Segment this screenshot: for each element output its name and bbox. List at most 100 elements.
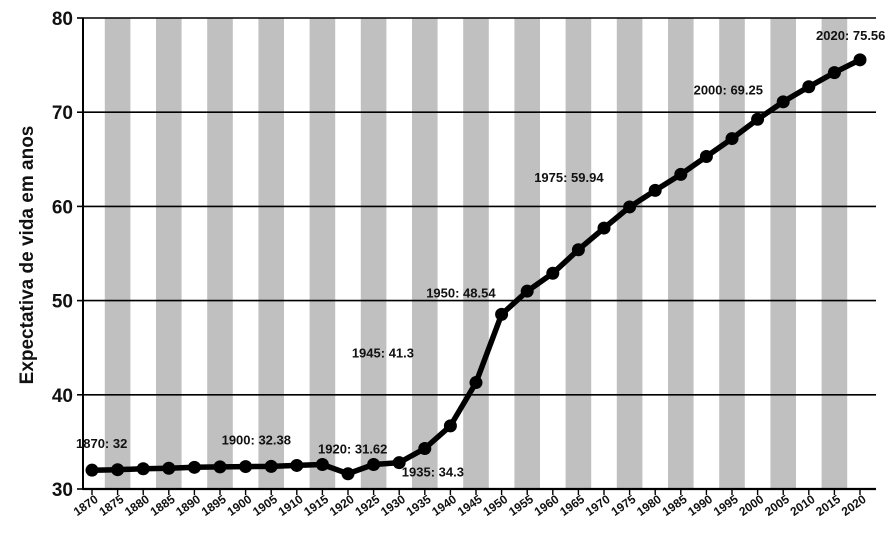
background-band xyxy=(207,18,233,489)
data-point xyxy=(725,132,739,146)
y-tick-label: 50 xyxy=(52,292,73,313)
x-tick-label: 1995 xyxy=(711,492,741,519)
annotation-label: 1950: 48.54 xyxy=(426,285,496,300)
background-band xyxy=(360,18,387,489)
y-axis-title: Expectativa de vida em anos xyxy=(17,126,38,385)
annotation-label: 1920: 31.62 xyxy=(318,442,387,457)
series-group xyxy=(85,53,867,481)
x-tick-label: 1940 xyxy=(429,492,459,519)
data-point xyxy=(213,460,227,474)
background-band xyxy=(463,18,489,489)
data-point xyxy=(443,419,457,433)
x-tick-label: 1880 xyxy=(122,492,152,519)
x-tick-label: 1895 xyxy=(199,492,229,519)
x-tick-labels: 1870187518801885189018951900190519101915… xyxy=(71,489,869,519)
annotation-label: 1900: 32.38 xyxy=(222,433,291,448)
y-tick-labels: 30 40 50 60 70 80 xyxy=(52,9,83,501)
background-band xyxy=(412,18,438,489)
x-tick-label: 1935 xyxy=(404,492,434,519)
x-tick-label: 1985 xyxy=(660,492,690,519)
background-band xyxy=(821,18,848,489)
data-point xyxy=(648,183,662,197)
x-tick-label: 1915 xyxy=(301,492,331,519)
y-tick-label: 30 xyxy=(52,480,73,501)
x-tick-label: 1955 xyxy=(506,492,536,519)
data-point xyxy=(699,149,713,163)
x-tick-label: 1975 xyxy=(608,492,638,519)
data-point xyxy=(597,221,611,235)
x-tick-label: 1920 xyxy=(327,492,357,519)
x-tick-label: 1900 xyxy=(224,492,254,519)
background-band xyxy=(514,18,540,489)
background-band xyxy=(156,18,182,489)
axes xyxy=(82,18,876,491)
data-point xyxy=(136,462,150,476)
y-tick-label: 80 xyxy=(52,9,73,30)
y-tick-label: 60 xyxy=(52,197,73,218)
x-tick-label: 1960 xyxy=(532,492,562,519)
data-point xyxy=(392,456,406,470)
annotation-label: 2020: 75.56 xyxy=(816,28,885,43)
data-point xyxy=(802,80,816,94)
data-point xyxy=(367,458,381,472)
x-tick-label: 1990 xyxy=(685,492,715,519)
data-point xyxy=(520,284,534,298)
annotation-label: 2000: 69.25 xyxy=(694,82,763,97)
annotation-label: 1975: 59.94 xyxy=(534,170,604,185)
data-point xyxy=(546,266,560,280)
y-tick-label: 40 xyxy=(52,386,73,407)
x-tick-label: 1965 xyxy=(557,492,587,519)
data-point xyxy=(469,376,483,390)
x-tick-label: 1885 xyxy=(148,492,178,519)
annotation-labels: 1870: 32 1900: 32.38 1920: 31.62 1935: 34.3… xyxy=(76,28,885,480)
data-point xyxy=(827,66,841,80)
x-tick-label: 1950 xyxy=(480,492,510,519)
annotation-label: 1945: 41.3 xyxy=(352,346,414,361)
x-tick-label: 1945 xyxy=(455,492,485,519)
x-tick-label: 1890 xyxy=(173,492,203,519)
x-tick-label: 1930 xyxy=(378,492,408,519)
background-band xyxy=(258,18,284,489)
x-tick-label: 2010 xyxy=(788,492,818,519)
background-band xyxy=(104,18,131,489)
data-point xyxy=(674,167,688,181)
x-tick-label: 1875 xyxy=(96,492,126,519)
data-point xyxy=(239,460,253,474)
background-band xyxy=(668,18,694,489)
data-point xyxy=(571,243,585,257)
background-band xyxy=(616,18,643,489)
annotation-label: 1935: 34.3 xyxy=(402,464,464,479)
x-tick-label: 2000 xyxy=(736,492,766,519)
data-point xyxy=(418,441,432,455)
data-point xyxy=(623,200,637,214)
x-tick-label: 1910 xyxy=(276,492,306,519)
background-band xyxy=(719,18,745,489)
x-tick-label: 2015 xyxy=(813,492,843,519)
data-point xyxy=(162,461,176,475)
x-tick-label: 1905 xyxy=(250,492,280,519)
x-tick-label: 1870 xyxy=(71,492,101,519)
data-point xyxy=(776,95,790,109)
data-point xyxy=(264,459,278,473)
x-tick-label: 2020 xyxy=(839,492,869,519)
background-band xyxy=(309,18,336,489)
data-point xyxy=(290,458,304,472)
y-tick-label: 70 xyxy=(52,103,73,124)
data-point xyxy=(111,463,125,477)
x-tick-label: 2005 xyxy=(762,492,792,519)
x-tick-label: 1970 xyxy=(583,492,613,519)
background-bands xyxy=(104,18,848,489)
data-point xyxy=(751,112,765,126)
data-point xyxy=(853,53,867,67)
x-tick-label: 1925 xyxy=(352,492,382,519)
x-tick-label: 1980 xyxy=(634,492,664,519)
data-point xyxy=(85,463,99,477)
annotation-label: 1870: 32 xyxy=(76,436,127,451)
data-point xyxy=(187,460,201,474)
background-band xyxy=(770,18,796,489)
data-point xyxy=(495,307,509,321)
data-point xyxy=(341,467,355,481)
data-point xyxy=(315,458,329,472)
